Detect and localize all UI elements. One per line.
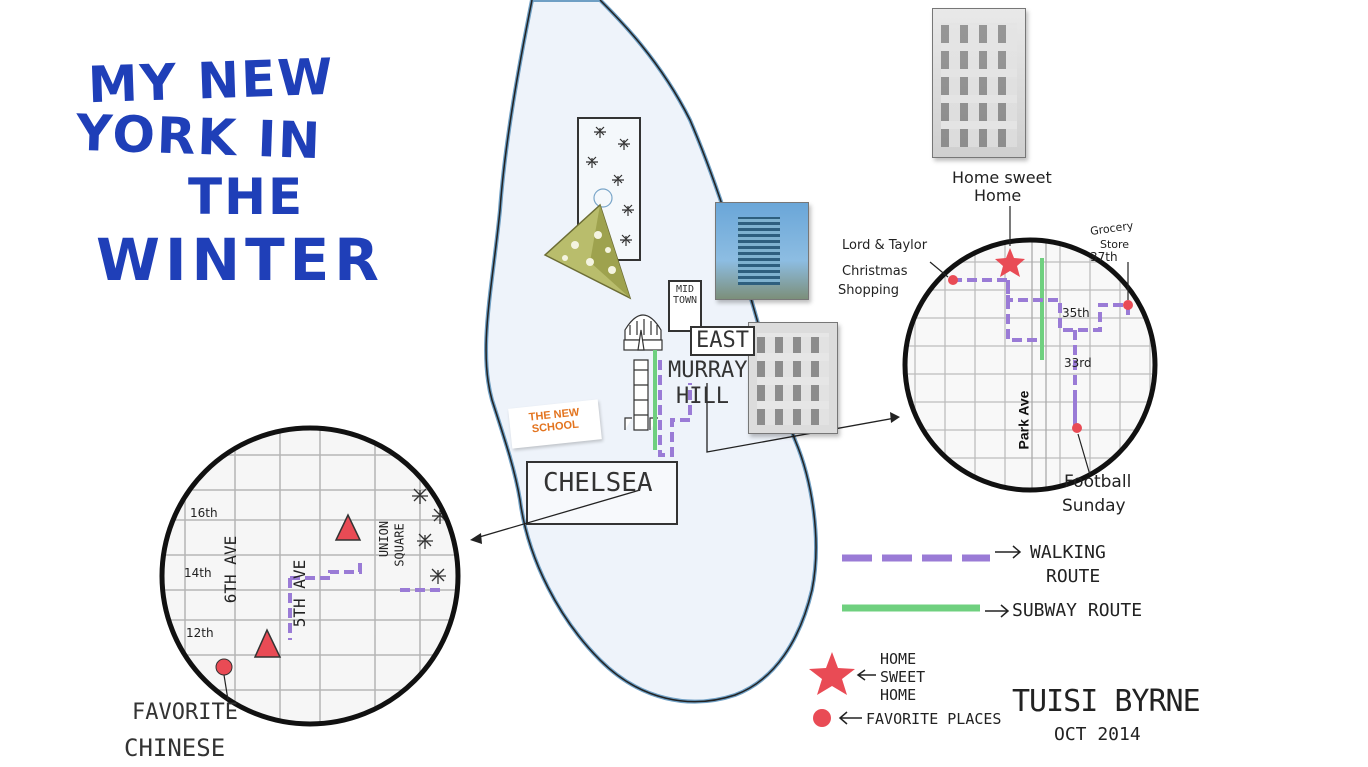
signature-date: OCT 2014 [1054,724,1141,745]
football-label: Football [1064,472,1132,492]
title-line-3: THE [188,168,305,226]
street-33-label: 33rd [1064,356,1092,370]
park-ave-label: Park Ave [1015,390,1032,450]
legend-walking-label-2: ROUTE [1046,566,1101,587]
park-tree-icons [586,126,634,246]
hill-label: HILL [676,384,729,409]
home-sweet-home-label-1: Home sweet [952,168,1052,187]
union-square-tree-icons [412,488,448,584]
left-inset-grid [162,428,458,724]
lord-taylor-marker [948,275,958,285]
christmas-label: Christmas [842,264,908,279]
chinese-label: CHINESE [124,734,226,762]
left-inset-ring [159,425,461,727]
right-inset-grid [905,240,1155,490]
street-35-label: 35th [1062,306,1090,320]
legend-home-label-2: SWEET [880,668,926,686]
sunday-label: Sunday [1062,496,1126,516]
signature-name: TUISI BYRNE [1012,684,1201,719]
favorite-chinese-marker [215,658,233,676]
legend-arrow-icons [838,545,1022,725]
chelsea-box [526,461,678,525]
street-12-label: 12th [186,626,214,640]
chelsea-label: CHELSEA [543,468,653,498]
arrow-to-left-inset [475,489,641,539]
legend-favorite-label: FAVORITE PLACES [866,710,1002,728]
legend-subway-label: SUBWAY ROUTE [1012,600,1143,621]
legend-home-label-1: HOME [880,650,917,668]
home-star-icon [995,248,1025,277]
park-ave-line [1031,240,1047,490]
walking-route-left-inset [288,560,440,640]
legend-home-label-3: HOME [880,686,917,704]
triangle-marker-icon-2 [253,628,282,658]
origami-tree-icon [543,203,632,300]
home-sweet-home-label-2: Home [974,186,1022,205]
legend-walking-label-1: WALKING [1030,542,1106,563]
legend-star-icon [809,652,855,695]
walking-route-inset [952,278,1130,428]
murray-label: MURRAY [668,358,748,383]
favorite-label: FAVORITE [132,700,238,725]
street-16-label: 16th [190,506,218,520]
union-label: UNION [377,520,392,558]
shopping-label: Shopping [838,283,900,298]
sixth-ave-label: 6TH AVE [221,535,241,604]
street-37-label: 37th [1090,250,1118,264]
title-line-1: MY NEW [87,47,336,115]
legend-dot-icon [813,709,831,727]
title-line-2: YORK IN [75,103,323,171]
fifth-ave-label: 5TH AVE [290,559,310,628]
midtown-label: MID TOWN [668,280,702,332]
lord-taylor-label: Lord & Taylor [842,238,928,253]
skyscraper-icons [623,314,663,431]
triangle-marker-icon-1 [334,513,362,541]
un-building-photo [715,202,809,300]
townhouse-photo-mid [748,322,838,434]
east-label: EAST [690,326,755,356]
square-label: SQUARE [392,523,407,567]
grocery-marker [1123,300,1133,310]
store-label: Store [1100,238,1130,251]
title-line-4: WINTER [96,226,384,294]
right-inset-ring [902,237,1158,493]
football-marker [1072,423,1082,433]
townhouse-photo-top [932,8,1026,158]
street-14-label: 14th [184,566,212,580]
